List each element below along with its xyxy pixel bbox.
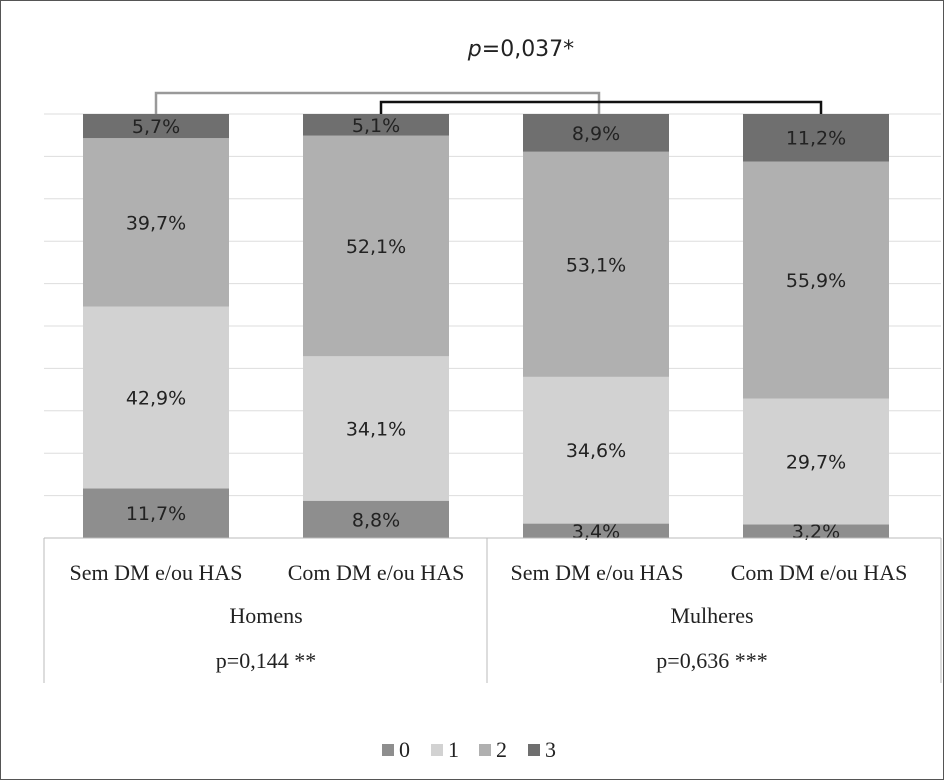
data-label: 5,7% <box>132 116 180 138</box>
bar-segment <box>523 376 669 524</box>
chart-title: p=0,037* <box>467 37 574 62</box>
data-label: 3,4% <box>572 521 620 543</box>
group-label: Homens <box>229 603 302 628</box>
bar-segment <box>523 114 669 152</box>
legend: 0 1 2 3 <box>382 737 556 762</box>
group-label: Mulheres <box>670 603 753 628</box>
data-label: 11,7% <box>126 503 186 525</box>
data-label: 53,1% <box>566 254 626 276</box>
category-label: Sem DM e/ou HAS <box>70 560 243 585</box>
bar-segment <box>743 114 889 162</box>
bar-segment <box>83 306 229 489</box>
legend-swatch <box>382 744 394 756</box>
data-label: 55,9% <box>786 270 846 292</box>
data-label: 39,7% <box>126 212 186 234</box>
bar-segment <box>83 138 229 307</box>
bar-segment <box>83 488 229 538</box>
legend-label: 2 <box>496 737 507 762</box>
bar-segment <box>303 114 449 136</box>
bracket-sem-dm <box>154 91 601 114</box>
category-axis-table: Sem DM e/ou HAS Com DM e/ou HAS Sem DM e/o… <box>43 537 942 683</box>
significance-brackets <box>154 91 823 114</box>
legend-swatch <box>479 744 491 756</box>
bracket-com-dm <box>379 100 823 114</box>
data-label: 52,1% <box>346 236 406 258</box>
group-pvalue: p=0,636 *** <box>656 648 767 673</box>
bar-segment <box>523 151 669 377</box>
category-label: Com DM e/ou HAS <box>731 560 908 585</box>
category-label: Com DM e/ou HAS <box>288 560 465 585</box>
legend-swatch <box>431 744 443 756</box>
data-label: 11,2% <box>786 128 846 150</box>
bar-segment <box>303 500 449 538</box>
bar-segment <box>743 161 889 399</box>
data-label: 29,7% <box>786 451 846 473</box>
data-label: 8,8% <box>352 509 400 531</box>
bar-segment <box>303 135 449 357</box>
legend-label: 3 <box>545 737 556 762</box>
category-label: Sem DM e/ou HAS <box>511 560 684 585</box>
data-label: 3,2% <box>792 521 840 543</box>
data-label: 5,1% <box>352 115 400 137</box>
legend-swatch <box>528 744 540 756</box>
data-label: 8,9% <box>572 123 620 145</box>
data-label: 34,6% <box>566 440 626 462</box>
data-label: 34,1% <box>346 419 406 441</box>
bar-segment <box>743 398 889 525</box>
bars: 11,7% 42,9% 39,7% 5,7% 8,8% 34,1% 52,1% 5,1% 3,4… <box>83 114 889 543</box>
bar-segment <box>303 356 449 501</box>
data-label: 42,9% <box>126 387 186 409</box>
group-pvalue: p=0,144 ** <box>216 648 316 673</box>
legend-label: 1 <box>448 737 459 762</box>
bar-segment <box>743 524 889 538</box>
bar-segment <box>523 523 669 538</box>
bar-segment <box>83 114 229 139</box>
legend-label: 0 <box>399 737 410 762</box>
